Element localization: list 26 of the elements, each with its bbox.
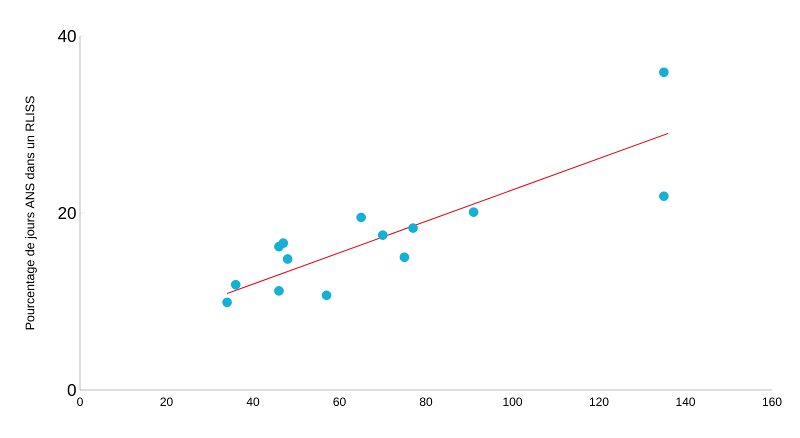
x-tick-label: 160 xyxy=(762,398,782,406)
point xyxy=(278,238,288,248)
point xyxy=(356,212,366,222)
point xyxy=(378,230,388,240)
point xyxy=(282,254,292,264)
point xyxy=(274,286,284,296)
y-tick-label: 40 xyxy=(58,30,76,42)
point xyxy=(659,191,669,201)
x-tick-label: 80 xyxy=(420,398,432,406)
y-tick-label: 20 xyxy=(58,207,76,219)
point xyxy=(230,280,240,290)
point xyxy=(468,207,478,217)
x-tick-label: 0 xyxy=(77,398,83,406)
y-axis-title: Pourcentage de jours ANS dans un RLISS xyxy=(25,96,37,330)
x-tick-label: 100 xyxy=(503,398,522,406)
point xyxy=(408,223,418,233)
x-tick-label: 20 xyxy=(160,398,173,406)
point xyxy=(322,290,332,300)
x-tick-label: 140 xyxy=(676,398,696,406)
point xyxy=(659,67,669,78)
x-tick-label: 120 xyxy=(590,398,609,406)
point xyxy=(222,298,232,308)
x-tick-label: 60 xyxy=(333,398,346,406)
x-tick-label: 40 xyxy=(246,398,260,406)
point xyxy=(400,252,410,262)
y-tick-label: 0 xyxy=(68,384,76,396)
